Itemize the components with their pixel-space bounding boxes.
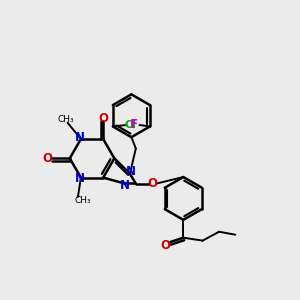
Text: O: O	[147, 177, 157, 190]
Text: O: O	[43, 152, 52, 165]
Text: O: O	[160, 238, 170, 252]
Text: F: F	[130, 118, 138, 131]
Text: N: N	[75, 131, 85, 144]
Text: Cl: Cl	[125, 120, 136, 130]
Text: CH₃: CH₃	[58, 115, 74, 124]
Text: N: N	[120, 179, 130, 192]
Text: O: O	[98, 112, 108, 125]
Text: N: N	[75, 172, 85, 185]
Text: CH₃: CH₃	[74, 196, 91, 205]
Text: N: N	[125, 166, 136, 178]
